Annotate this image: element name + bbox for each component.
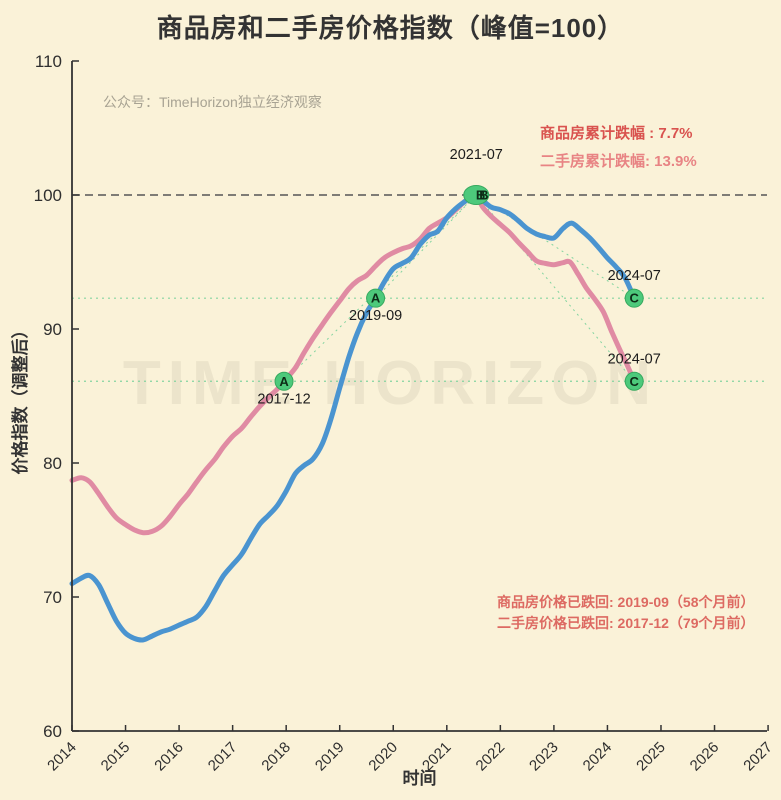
- page-title: 商品房和二手房价格指数（峰值=100）: [156, 13, 625, 43]
- y-tick-label: 70: [43, 588, 62, 607]
- y-tick-label: 60: [43, 722, 62, 741]
- marker-c-new-home-letter: C: [630, 291, 640, 306]
- marker-a-second-hand: [274, 371, 294, 391]
- marker-a-new-home: [366, 288, 386, 308]
- brand-watermark: TIME HORIZON: [122, 349, 659, 418]
- annotation-new-home-fallback: 商品房价格已跌回: 2019-09（58个月前）: [497, 594, 755, 610]
- annotation-second-hand-fallback: 二手房价格已跌回: 2017-12（79个月前）: [497, 615, 755, 631]
- marker-a-second-hand-date-label: 2017-12: [257, 391, 310, 407]
- marker-c-second-hand-letter: C: [630, 374, 640, 389]
- y-tick-label: 80: [43, 454, 62, 473]
- annotation-new-home-cumulative-drop: 商品房累计跌幅 : 7.7%: [540, 125, 693, 142]
- annotation-second-hand-cumulative-drop: 二手房累计跌幅: 13.9%: [540, 153, 697, 170]
- marker-c-second-hand: [624, 371, 644, 391]
- guide-line-1: [375, 194, 477, 299]
- marker-b-peak-date-label: 2021-07: [450, 147, 503, 163]
- marker-c-new-home: [624, 288, 644, 308]
- wechat-watermark: 公众号：TimeHorizon独立经济观察: [103, 94, 322, 110]
- marker-c-new-home-date-label: 2024-07: [608, 268, 661, 284]
- marker-a-second-hand-letter: A: [279, 374, 289, 389]
- marker-a-new-home-letter: A: [371, 291, 381, 306]
- marker-c-second-hand-date-label: 2024-07: [608, 351, 661, 367]
- x-axis-label: 时间: [402, 769, 437, 788]
- second-hand-price-line: [69, 192, 637, 536]
- marker-b-peak: [463, 185, 490, 205]
- y-tick-label: 90: [43, 320, 62, 339]
- y-tick-label: 100: [34, 186, 62, 205]
- marker-a-new-home-date-label: 2019-09: [349, 308, 402, 324]
- y-tick-label: 110: [35, 52, 62, 71]
- new-home-price-line: [69, 192, 637, 643]
- y-axis-label: 价格指数（调整后）: [11, 321, 30, 475]
